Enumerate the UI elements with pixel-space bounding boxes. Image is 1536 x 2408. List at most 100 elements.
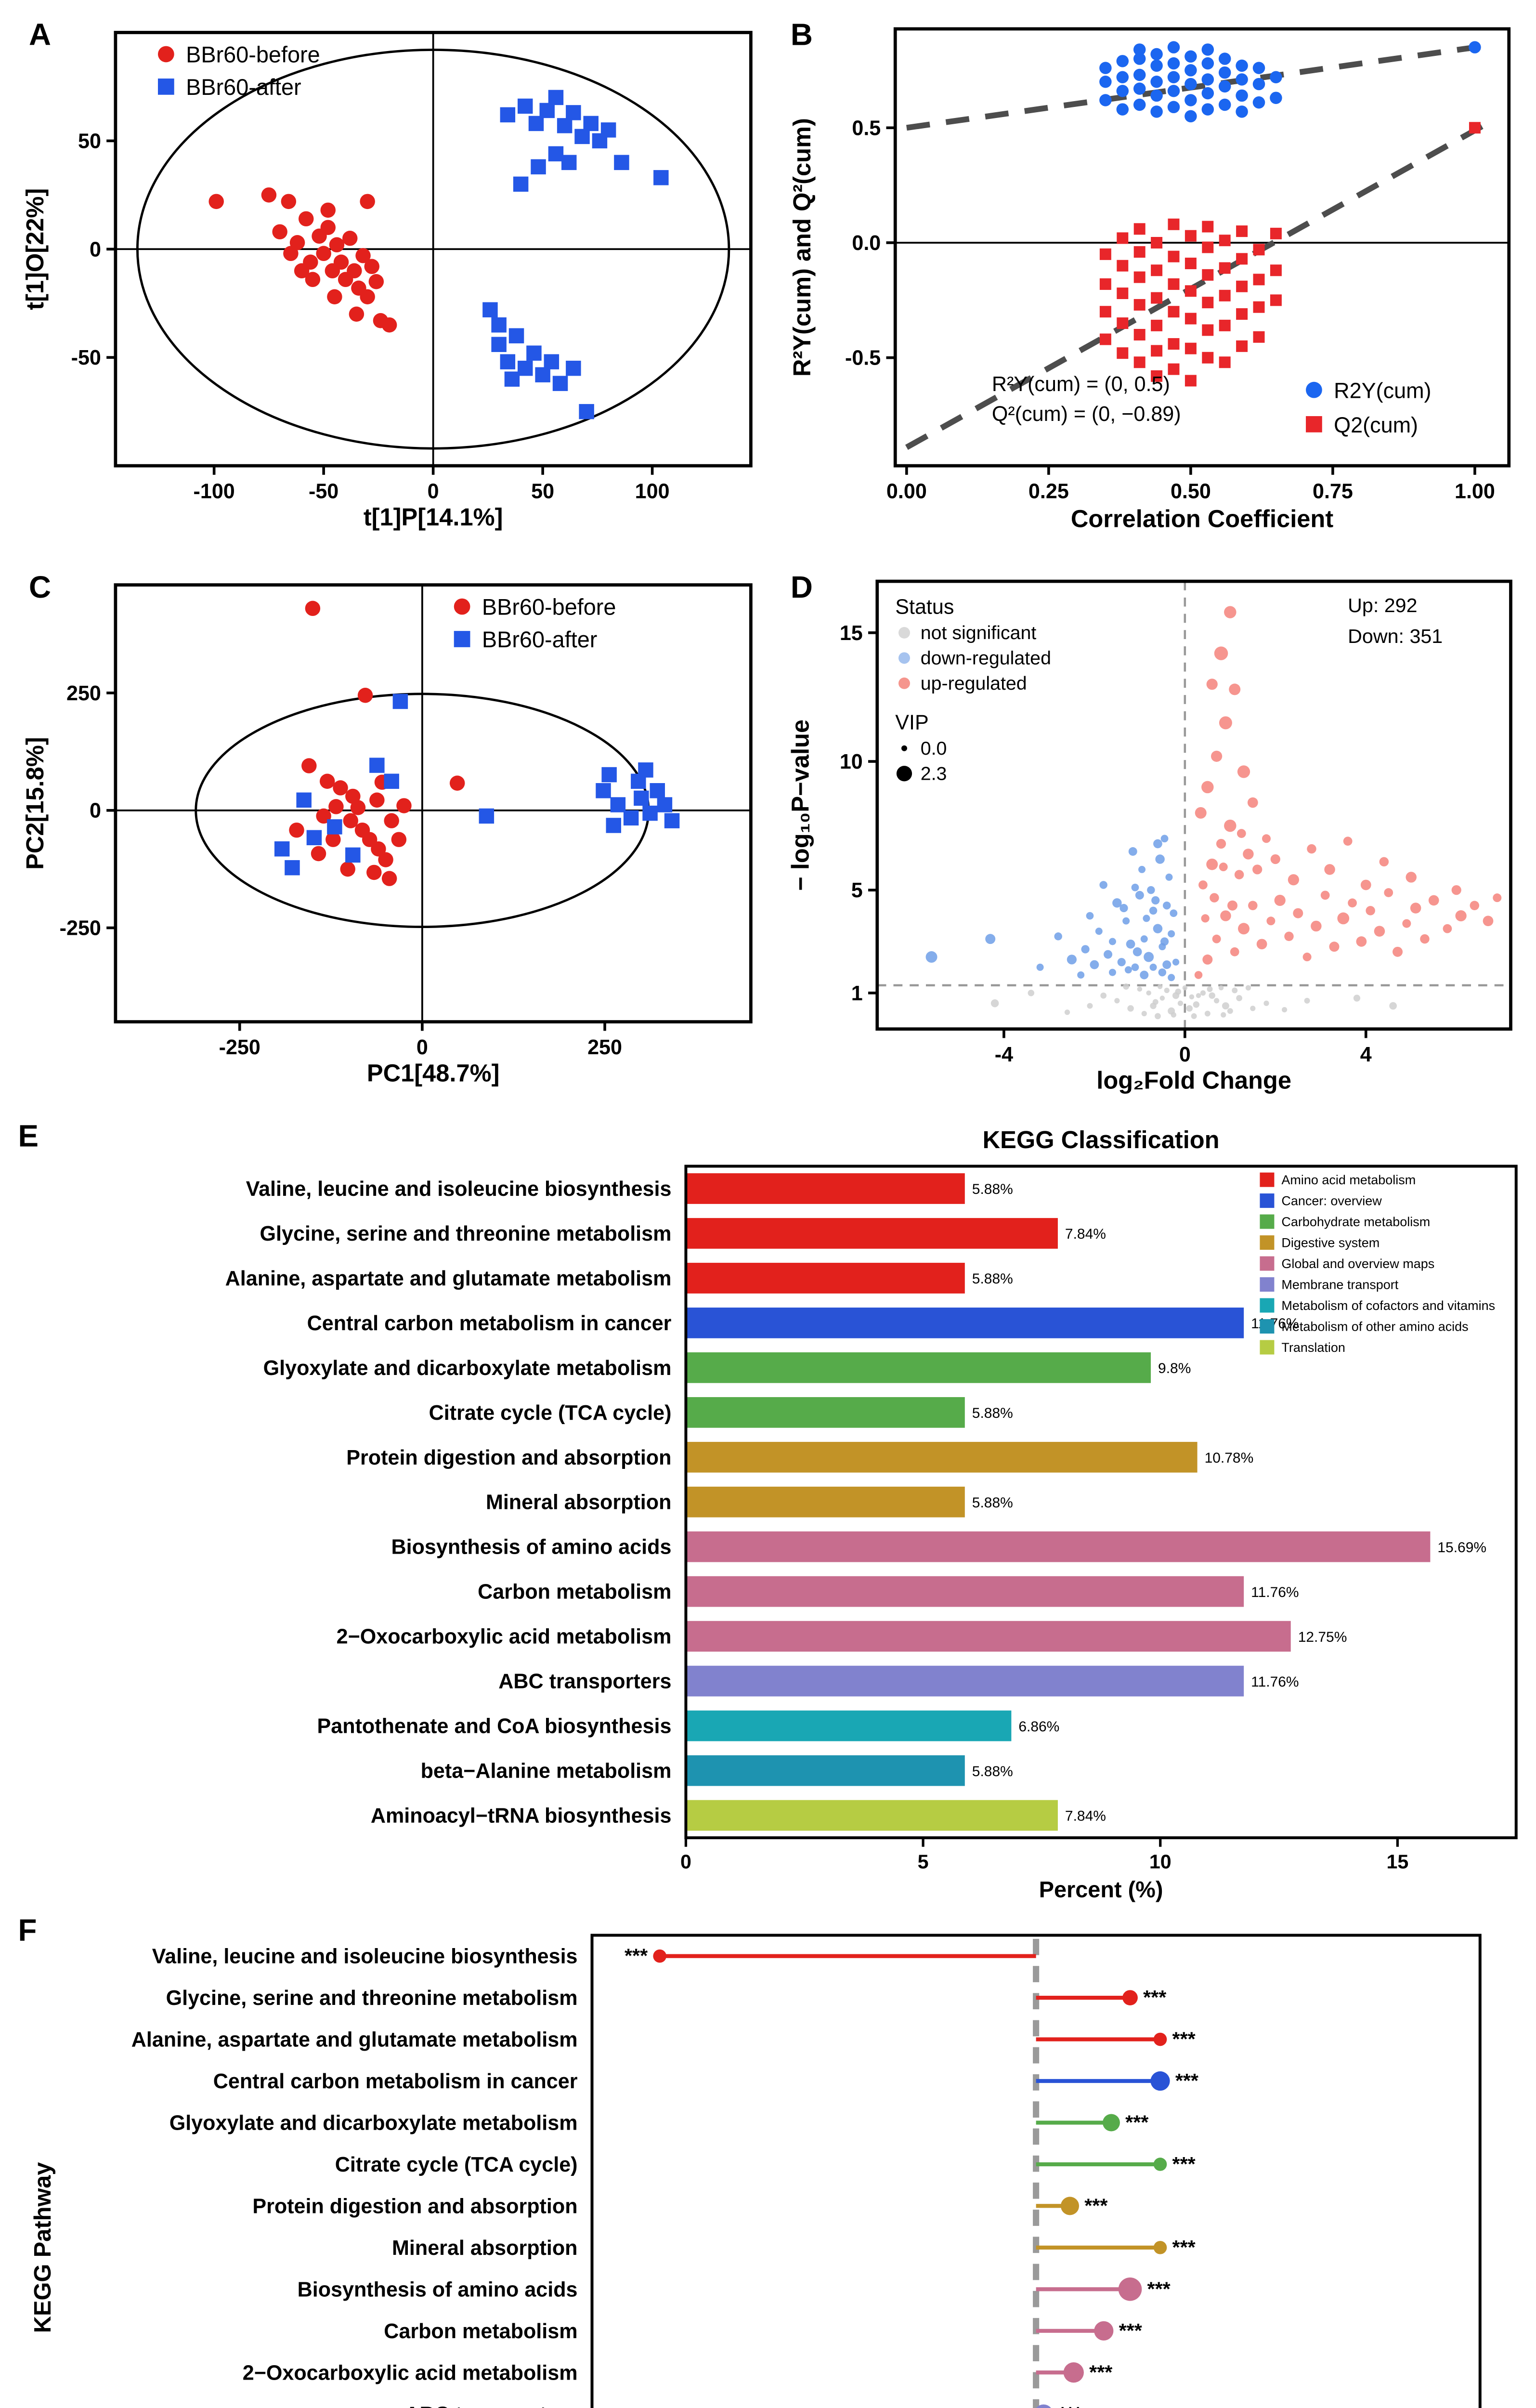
data-points	[1099, 41, 1481, 387]
bar	[686, 1173, 965, 1204]
category-label: Pantothenate and CoA biosynthesis	[317, 1715, 672, 1738]
panel-f-chart: Valine, leucine and isoleucine biosynthe…	[30, 1934, 1482, 2408]
y-tick-label: -50	[71, 346, 101, 369]
vip-legend-label: 2.3	[921, 763, 947, 784]
y-axis-title: R²Y(cum) and Q²(cum)	[788, 118, 816, 377]
panel-d: -4 0 4 1 5 10 15 log₂Fold Change − log₁₀P−value U…	[780, 563, 1525, 1116]
class-legend-swatch	[1260, 1340, 1275, 1355]
x-tick-label: 0.00	[886, 480, 927, 503]
significance-stars: ***	[625, 1945, 648, 1967]
bar	[686, 1531, 1431, 1562]
category-label: beta−Alanine metabolism	[421, 1760, 672, 1783]
x-tick-label: 4	[1360, 1043, 1372, 1066]
vip-legend-marker	[901, 745, 907, 751]
pathway-label: Citrate cycle (TCA cycle)	[335, 2153, 578, 2176]
category-label: Glycine, serine and threonine metabolism	[260, 1222, 672, 1245]
bar-value-label: 5.88%	[972, 1181, 1013, 1197]
bar	[686, 1665, 1244, 1697]
panel-f: Valine, leucine and isoleucine biosynthe…	[14, 1913, 1525, 2408]
panel-b-chart: 0.00 0.25 0.50 0.75 1.00 -0.5 0.0 0.5 Correlatio…	[788, 27, 1511, 533]
lollipop-dot	[1036, 2404, 1051, 2408]
category-label: Carbon metabolism	[478, 1581, 671, 1604]
status-legend-label: up-regulated	[921, 673, 1027, 694]
panel-f-label: F	[18, 1913, 37, 1948]
category-label: Central carbon metabolism in cancer	[307, 1312, 672, 1335]
x-tick-label: 250	[587, 1036, 622, 1059]
significance-stars: ***	[1172, 2153, 1196, 2175]
y-tick-label: 5	[851, 879, 863, 902]
legend-label: BBr60-after	[186, 75, 301, 100]
status-legend-label: down-regulated	[921, 647, 1051, 668]
status-legend-marker	[898, 677, 910, 689]
lollipop-dot	[1153, 2032, 1167, 2046]
significance-stars: ***	[1089, 2361, 1112, 2383]
pathway-label: Mineral absorption	[392, 2237, 578, 2260]
x-tick-label: 0	[417, 1036, 428, 1059]
class-legend-label: Metabolism of other amino acids	[1281, 1319, 1468, 1334]
plot-border	[684, 1165, 1518, 1839]
class-legend-swatch	[1260, 1277, 1275, 1292]
y-tick-label: 0.0	[852, 232, 881, 255]
x-tick-label: -250	[219, 1036, 260, 1059]
legend-label: BBr60-before	[186, 42, 320, 67]
class-legend-swatch	[1260, 1214, 1275, 1229]
trend-line	[906, 42, 1493, 131]
legend-marker	[1306, 416, 1322, 432]
class-legend-label: Digestive system	[1281, 1235, 1380, 1250]
y-tick-label: 10	[840, 750, 863, 773]
panel-e-chart: KEGG Classification Valine, leucine and i…	[225, 1126, 1518, 1902]
pathway-label: Valine, leucine and isoleucine biosynthe…	[152, 1945, 578, 1968]
pathway-label: Central carbon metabolism in cancer	[213, 2070, 578, 2093]
bar-value-label: 5.88%	[972, 1764, 1013, 1780]
y-axis-title: − log₁₀P−value	[786, 720, 814, 891]
panel-e-label: E	[18, 1119, 39, 1154]
legend-marker	[157, 79, 174, 95]
status-legend-label: not significant	[921, 622, 1037, 643]
x-tick-label: 0.50	[1171, 480, 1211, 503]
confidence-ellipse	[136, 49, 730, 450]
category-label: Citrate cycle (TCA cycle)	[429, 1401, 672, 1425]
y-axis-title: t[1]O[22%]	[21, 188, 49, 310]
lollipop-dot	[1153, 2158, 1167, 2171]
annotation: Down: 351	[1348, 625, 1443, 647]
x-tick-label: 0	[680, 1851, 691, 1873]
y-tick-label: -0.5	[845, 347, 881, 370]
x-tick-label: -50	[309, 480, 338, 503]
lollipop-dot	[653, 1949, 666, 1963]
data-points	[274, 601, 680, 886]
significance-stars: ***	[1172, 2236, 1196, 2258]
lollipop-dot	[1122, 1990, 1138, 2005]
bar	[686, 1397, 965, 1428]
bar	[686, 1441, 1198, 1473]
x-tick-label: 10	[1149, 1851, 1172, 1873]
plot-border	[875, 579, 1512, 1031]
category-label: Protein digestion and absorption	[346, 1446, 671, 1469]
category-label: ABC transporters	[498, 1670, 671, 1693]
trend-line	[905, 118, 1494, 450]
bar-value-label: 11.76%	[1251, 1674, 1299, 1690]
lollipop-dot	[1060, 2197, 1080, 2215]
data-points	[925, 606, 1502, 1020]
bar	[686, 1308, 1244, 1338]
x-tick-label: 0	[1179, 1043, 1191, 1066]
bar-value-label: 6.86%	[1018, 1719, 1059, 1735]
category-label: Glyoxylate and dicarboxylate metabolism	[263, 1357, 672, 1380]
bar	[686, 1218, 1058, 1249]
significance-stars: ***	[1175, 2069, 1198, 2092]
bar	[686, 1352, 1151, 1383]
status-legend-title: Status	[895, 595, 954, 618]
pathway-label: Biosynthesis of amino acids	[298, 2278, 578, 2301]
status-legend-marker	[898, 652, 910, 664]
x-tick-label: 0	[428, 480, 439, 503]
class-legend-swatch	[1260, 1235, 1275, 1250]
y-tick-label: 0.5	[852, 117, 881, 140]
plot-border	[893, 27, 1511, 468]
data-points	[208, 90, 669, 419]
class-legend-label: Cancer: overview	[1281, 1193, 1382, 1208]
category-label: Aminoacyl−tRNA biosynthesis	[371, 1804, 672, 1827]
class-legend-label: Global and overview maps	[1281, 1256, 1434, 1271]
y-tick-label: 250	[66, 682, 101, 705]
legend-marker	[157, 46, 174, 63]
x-tick-label: 5	[918, 1851, 929, 1873]
